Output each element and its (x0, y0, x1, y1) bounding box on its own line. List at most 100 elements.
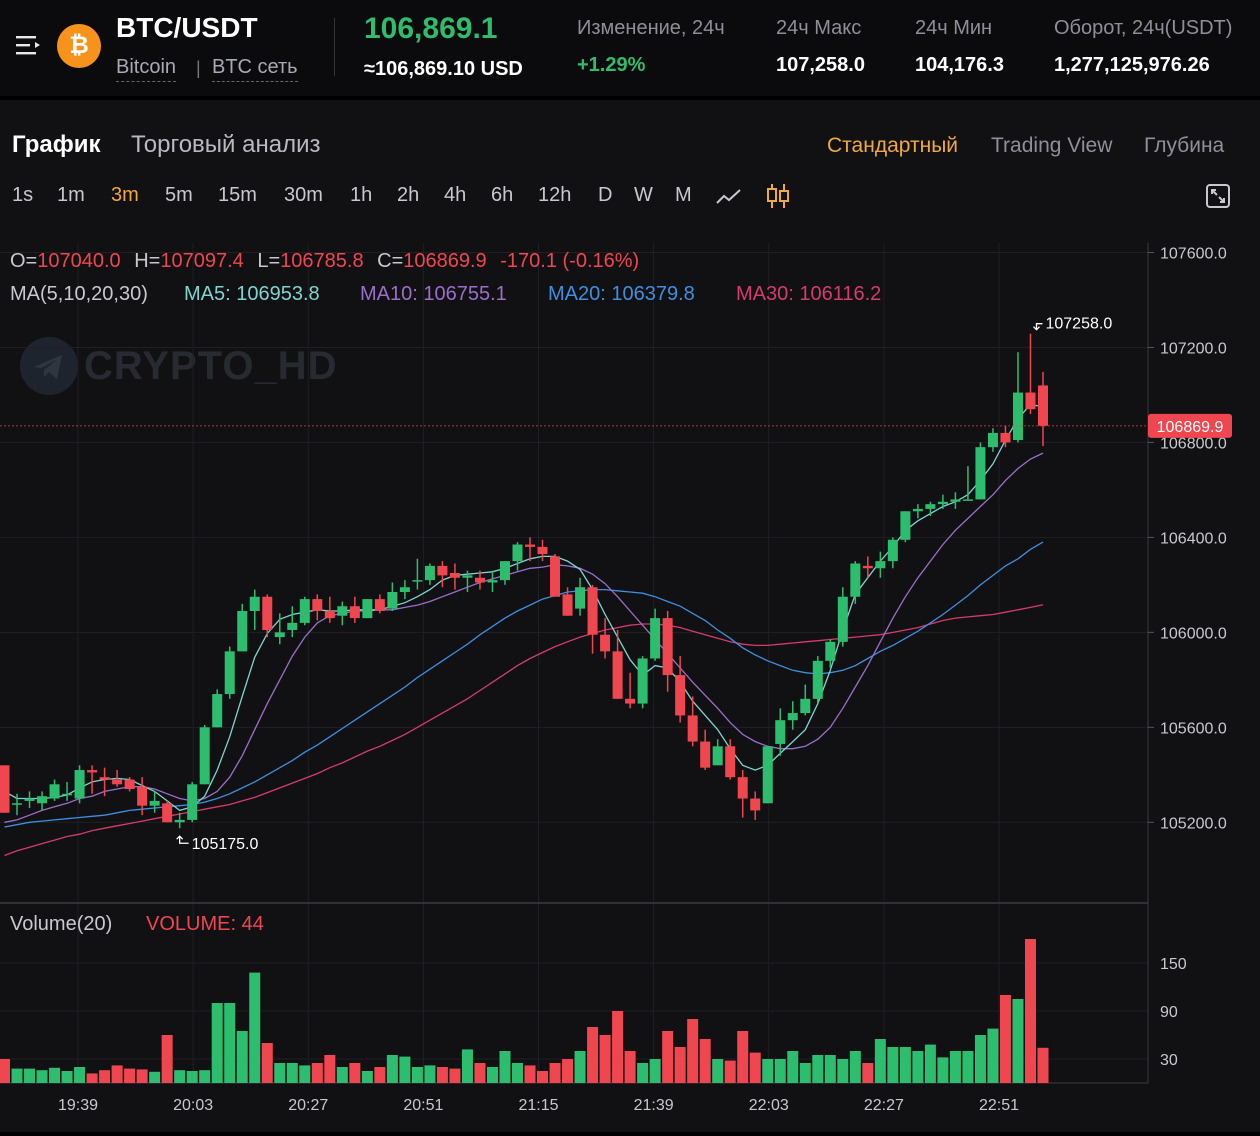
chart-panel (0, 100, 1260, 1132)
volume-bar (549, 1063, 561, 1083)
candle-body (249, 596, 260, 611)
volume-bar (274, 1063, 286, 1083)
high-value: 107097.4 (160, 250, 244, 272)
interval-12h[interactable]: 12h (538, 184, 572, 206)
interval-3m[interactable]: 3m (111, 184, 139, 206)
last-price-badge-text: 106869.9 (1157, 419, 1224, 436)
interval-1s[interactable]: 1s (12, 184, 34, 206)
candle-body (324, 610, 335, 619)
header-divider (334, 18, 335, 76)
candle-body (912, 508, 923, 512)
volume-tick-label: 90 (1160, 1004, 1178, 1021)
price-tick-label: 105200.0 (1160, 815, 1227, 832)
volume-bar (662, 1031, 674, 1083)
interval-6h[interactable]: 6h (491, 184, 514, 206)
volume-bar (562, 1059, 574, 1083)
low-24h-label: 24ч Мин (915, 17, 993, 39)
volume-bar (211, 1003, 223, 1083)
tab-trading-analysis[interactable]: Торговый анализ (131, 131, 321, 158)
interval-m[interactable]: M (675, 184, 692, 206)
volume-bar (537, 1071, 549, 1083)
volume-bar (574, 1051, 586, 1083)
time-tick-label: 22:03 (749, 1097, 789, 1114)
candlestick-icon[interactable] (766, 183, 790, 209)
interval-2h[interactable]: 2h (397, 184, 420, 206)
volume-bar (787, 1051, 799, 1083)
candle-body (474, 577, 485, 583)
candle-body (262, 596, 273, 630)
volume-bar (224, 1003, 236, 1083)
price-tick-label: 106000.0 (1160, 625, 1227, 642)
view-standard[interactable]: Стандартный (827, 134, 959, 157)
candle-body (762, 746, 773, 804)
volume-bar (249, 972, 261, 1083)
change-value: -170.1 (-0.16%) (500, 250, 640, 272)
interval-30m[interactable]: 30m (284, 184, 323, 206)
interval-15m[interactable]: 15m (218, 184, 257, 206)
volume-bar (261, 1043, 273, 1083)
ma-title: MA(5,10,20,30) (10, 283, 148, 305)
volume-bar (136, 1069, 148, 1083)
volume-bar (449, 1068, 461, 1083)
volume-bar (937, 1057, 949, 1083)
volume-bar (111, 1065, 123, 1083)
ohlc-legend: O=107040.0 H=107097.4 L=106785.8 C=10686… (10, 250, 639, 273)
volume-bar (99, 1070, 111, 1083)
candle-body (750, 798, 761, 811)
close-value: 106869.9 (403, 250, 487, 272)
volume-bar (0, 1059, 10, 1083)
candle-body (62, 793, 73, 796)
menu-icon[interactable] (16, 34, 42, 56)
change-24h-label: Изменение, 24ч (577, 17, 725, 39)
ma30-value: MA30: 106116.2 (736, 283, 882, 305)
interval-4h[interactable]: 4h (444, 184, 467, 206)
pair-title[interactable]: BTC/USDT (116, 12, 258, 43)
interval-d[interactable]: D (598, 184, 613, 206)
candle-body (775, 720, 786, 744)
view-trading-view[interactable]: Trading View (991, 134, 1113, 157)
network-link[interactable]: BTC сеть (212, 56, 298, 82)
bitcoin-icon: ₿ (57, 24, 101, 68)
time-tick-label: 20:03 (173, 1097, 213, 1114)
candle-body (550, 556, 561, 597)
candle-body (337, 606, 348, 616)
candle-body (612, 651, 623, 699)
interval-1m[interactable]: 1m (57, 184, 85, 206)
high-24h-label: 24ч Макс (776, 17, 862, 39)
candle-body (1012, 392, 1023, 441)
volume-bar (74, 1067, 86, 1083)
line-chart-icon[interactable] (716, 186, 742, 206)
view-depth[interactable]: Глубина (1144, 134, 1225, 157)
volume-bar (324, 1055, 336, 1083)
time-tick-label: 22:27 (864, 1097, 904, 1114)
candle-body (399, 587, 410, 592)
turnover-24h-label: Оборот, 24ч(USDT) (1054, 17, 1233, 39)
volume-bar (186, 1071, 198, 1083)
fullscreen-icon[interactable] (1206, 184, 1230, 208)
candle-body (800, 698, 811, 714)
candle-body (887, 539, 898, 562)
interval-5m[interactable]: 5m (165, 184, 193, 206)
volume-bar (474, 1063, 486, 1083)
tab-chart[interactable]: График (12, 131, 101, 158)
interval-w[interactable]: W (634, 184, 653, 206)
candle-body (787, 713, 798, 721)
candle-body (587, 587, 598, 635)
volume-bar (1012, 999, 1024, 1083)
header: ₿ BTC/USDT Bitcoin | BTC сеть 106,869.1 … (0, 0, 1260, 96)
candle-body (950, 499, 961, 502)
candle-body (562, 594, 573, 616)
volume-bar (524, 1065, 536, 1083)
volume-bar (311, 1063, 323, 1083)
volume-bar (236, 1031, 248, 1083)
candle-body (850, 563, 861, 597)
interval-1h[interactable]: 1h (350, 184, 373, 206)
volume-bar (849, 1051, 861, 1083)
volume-bar (349, 1063, 361, 1083)
candle-body (87, 770, 98, 773)
candle-body (712, 746, 723, 766)
coin-name-link[interactable]: Bitcoin (116, 56, 177, 82)
candle-body (975, 447, 986, 500)
candle-body (37, 796, 48, 804)
